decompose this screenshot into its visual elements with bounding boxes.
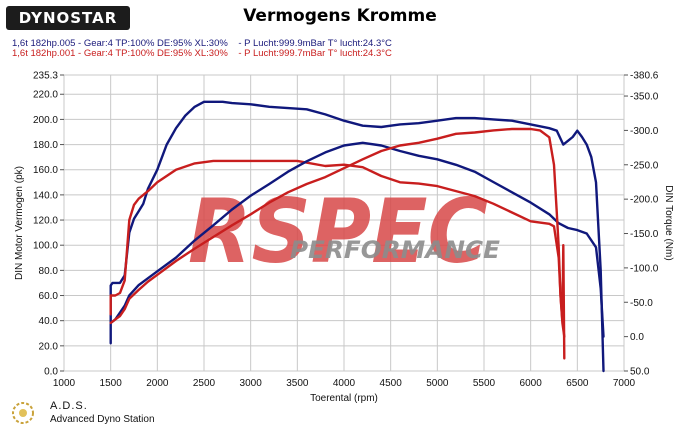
y-tick-label: 60.0 bbox=[39, 291, 59, 302]
y2-tick-label: -50.0 bbox=[630, 298, 653, 309]
x-tick-label: 4500 bbox=[380, 378, 403, 389]
x-tick-label: 5500 bbox=[473, 378, 496, 389]
ads-subtitle: Advanced Dyno Station bbox=[50, 414, 155, 425]
y-tick-label: 140.0 bbox=[33, 190, 58, 201]
x-tick-label: 7000 bbox=[613, 378, 636, 389]
y-tick-label: 20.0 bbox=[39, 341, 59, 352]
y-tick-label: 120.0 bbox=[33, 216, 58, 227]
y2-tick-label: 50.0 bbox=[630, 367, 650, 378]
chart-title: Vermogens Kromme bbox=[243, 6, 437, 26]
y-tick-label: 220.0 bbox=[33, 90, 58, 101]
x-axis-title: Toerental (rpm) bbox=[310, 393, 378, 404]
series-line-torque_red bbox=[109, 127, 566, 338]
series-line-power_red bbox=[109, 159, 566, 360]
y2-tick-label: -380.6 bbox=[630, 71, 659, 82]
series-line-power_blue bbox=[109, 100, 605, 373]
run-info-blue: 1,6t 182hp.005 - Gear:4 TP:100% DE:95% X… bbox=[12, 38, 392, 49]
x-tick-label: 6500 bbox=[566, 378, 589, 389]
y2-tick-label: -200.0 bbox=[630, 195, 659, 206]
x-tick-label: 3000 bbox=[240, 378, 263, 389]
y2-tick-label: -150.0 bbox=[630, 229, 659, 240]
y-tick-label: 0.0 bbox=[44, 367, 58, 378]
x-tick-label: 2000 bbox=[146, 378, 169, 389]
x-tick-label: 6000 bbox=[520, 378, 543, 389]
ads-name: A.D.S. bbox=[50, 400, 88, 412]
y2-tick-label: -300.0 bbox=[630, 126, 659, 137]
y2-tick-label: 0.0 bbox=[630, 332, 644, 343]
y-tick-label: 100.0 bbox=[33, 241, 58, 252]
y2-axis-title: DIN Torque (Nm) bbox=[663, 185, 674, 260]
y-tick-label: 235.3 bbox=[33, 71, 58, 82]
x-tick-label: 5000 bbox=[426, 378, 449, 389]
chart-header: DYNOSTAR Vermogens Kromme 1,6t 182hp.005… bbox=[0, 0, 688, 66]
x-tick-label: 4000 bbox=[333, 378, 356, 389]
x-tick-label: 2500 bbox=[193, 378, 216, 389]
y-tick-label: 160.0 bbox=[33, 165, 58, 176]
y-axis-title: DIN Motor Vermogen (pk) bbox=[14, 166, 25, 280]
run-info-red: 1,6t 182hp.001 - Gear:4 TP:100% DE:95% X… bbox=[12, 48, 392, 59]
y2-tick-label: -250.0 bbox=[630, 160, 659, 171]
y2-tick-label: -350.0 bbox=[630, 92, 659, 103]
y-tick-label: 80.0 bbox=[39, 266, 59, 277]
y-tick-label: 40.0 bbox=[39, 316, 59, 327]
x-tick-label: 1500 bbox=[100, 378, 123, 389]
dynostar-logo: DYNOSTAR bbox=[6, 6, 130, 30]
x-tick-label: 3500 bbox=[286, 378, 309, 389]
series-line-torque_blue bbox=[109, 141, 605, 338]
watermark-performance: PERFORMANCE bbox=[290, 236, 501, 264]
y2-tick-label: -100.0 bbox=[630, 263, 659, 274]
y-tick-label: 200.0 bbox=[33, 115, 58, 126]
x-tick-label: 1000 bbox=[53, 378, 76, 389]
watermark-rspec: RSPEC bbox=[188, 180, 488, 283]
y-tick-label: 180.0 bbox=[33, 140, 58, 151]
ads-logo-icon bbox=[12, 402, 34, 424]
